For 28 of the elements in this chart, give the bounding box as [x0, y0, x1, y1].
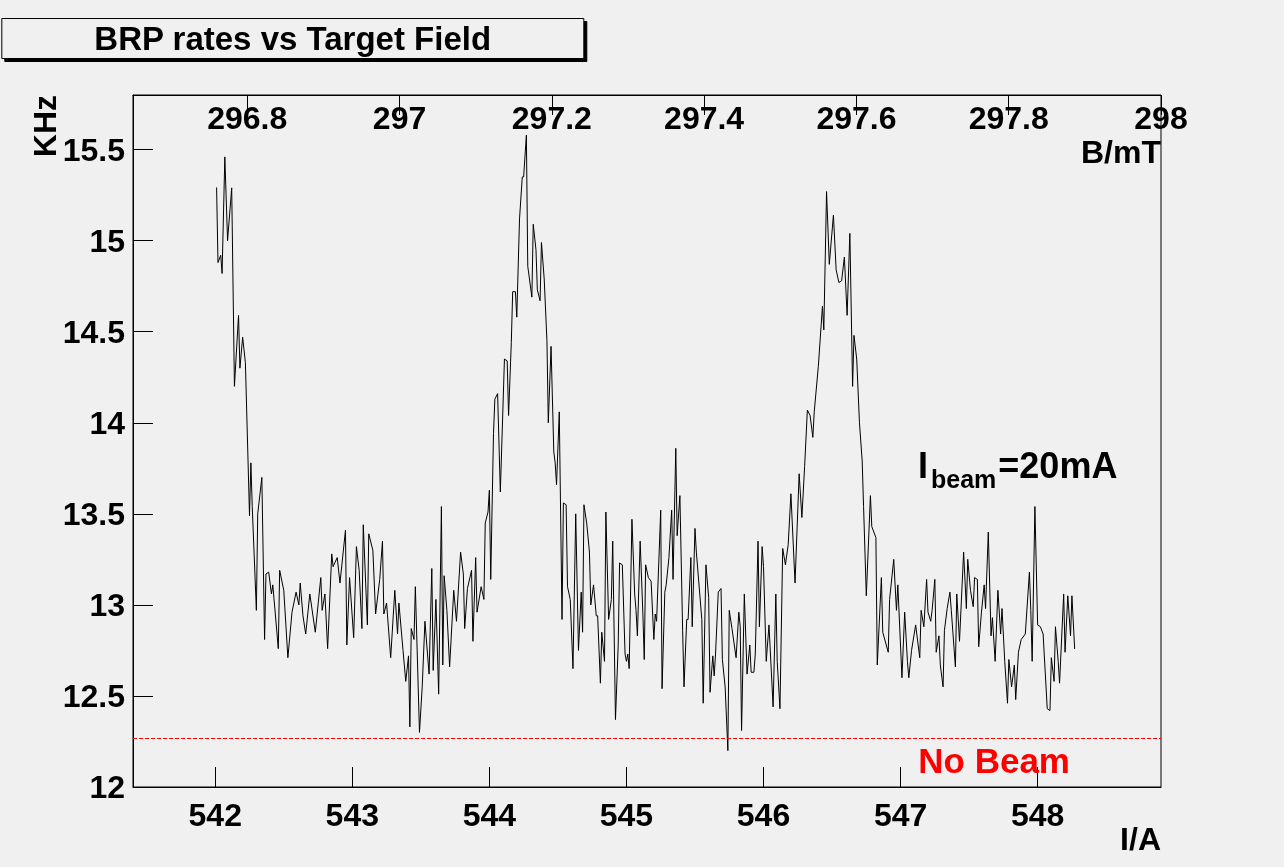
- ref-line-label: No Beam: [918, 740, 1070, 780]
- x2-tick-label: 297.4: [664, 100, 745, 136]
- x2-tick-label: 297.6: [816, 100, 897, 136]
- x-tick-label: 548: [1010, 797, 1065, 833]
- x-axis-title: I/A: [1120, 821, 1161, 857]
- annotation: I$_{beam}$=20mA: [918, 445, 1118, 493]
- y-tick-label: 12.5: [62, 677, 125, 714]
- x2-tick-label: 297: [372, 100, 427, 136]
- y-tick-label: 13: [89, 586, 125, 623]
- y-tick-label: 13.5: [62, 495, 125, 532]
- x-tick-label: 546: [736, 797, 791, 833]
- y-tick-label: 15: [89, 222, 125, 259]
- x2-tick-label: 296.8: [207, 100, 288, 136]
- y-tick-label: 14: [89, 404, 126, 441]
- x2-tick-label: 298: [1134, 100, 1188, 136]
- x-tick-label: 544: [462, 797, 517, 833]
- x-tick-label: 545: [599, 797, 654, 833]
- x-tick-label: 543: [325, 797, 379, 833]
- x2-axis-title: B/mT: [1081, 134, 1162, 170]
- y-axis-title: KHz: [27, 95, 63, 158]
- x2-tick-label: 297.2: [511, 100, 592, 136]
- x-tick-label: 542: [188, 797, 242, 833]
- y-tick-label: 15.5: [62, 131, 125, 168]
- x2-tick-label: 297.8: [968, 100, 1049, 136]
- y-tick-label: 12: [89, 769, 125, 805]
- chart-title: BRP rates vs Target Field: [94, 20, 492, 57]
- x-tick-label: 547: [873, 797, 928, 833]
- y-tick-label: 14.5: [62, 313, 125, 350]
